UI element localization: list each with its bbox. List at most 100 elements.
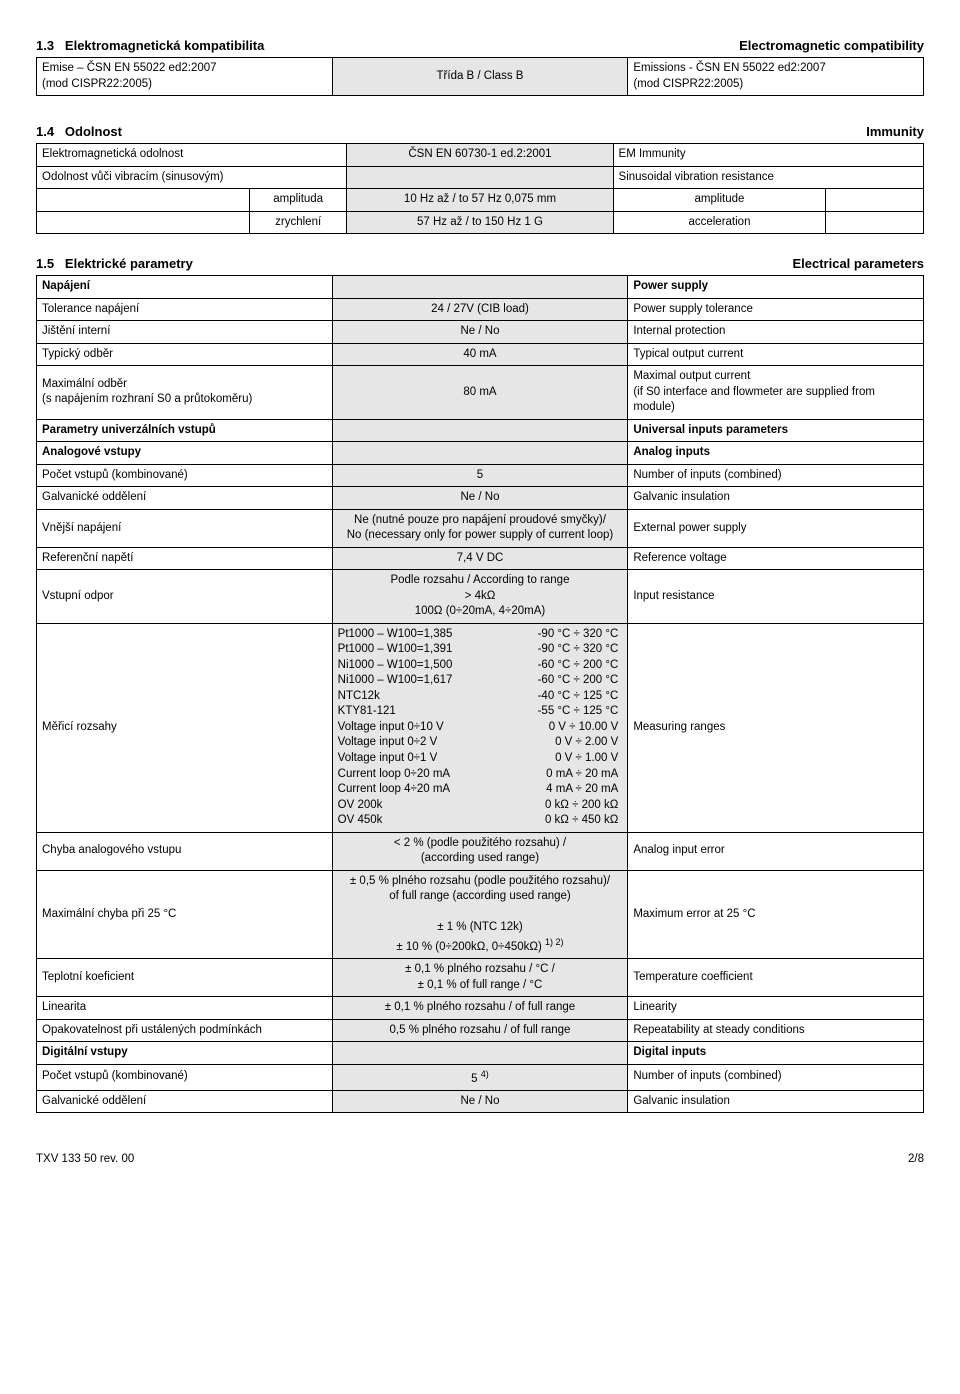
- cell-mid: Ne / No: [332, 1090, 628, 1113]
- cell-cz: Typický odběr: [37, 343, 333, 366]
- cell-cz: Opakovatelnost při ustálených podmínkách: [37, 1019, 333, 1042]
- cell-en: amplitude: [613, 189, 826, 212]
- cell-mid: 7,4 V DC: [332, 547, 628, 570]
- cell-cz: Měřicí rozsahy: [37, 623, 333, 832]
- cell-mid: [332, 276, 628, 299]
- cell-cz: Teplotní koeficient: [37, 959, 333, 997]
- cell-en: Galvanic insulation: [628, 487, 924, 510]
- cell-en: Analog input error: [628, 832, 924, 870]
- cell-cz: Linearita: [37, 997, 333, 1020]
- cell-blank: [37, 211, 250, 234]
- cell-en: Reference voltage: [628, 547, 924, 570]
- cell-cz: Digitální vstupy: [37, 1042, 333, 1065]
- cell-en: Internal protection: [628, 321, 924, 344]
- cell-mid: Podle rozsahu / According to range > 4kΩ…: [332, 570, 628, 624]
- cell-en: acceleration: [613, 211, 826, 234]
- cell-en: Sinusoidal vibration resistance: [613, 166, 923, 189]
- sec-num: 1.3: [36, 38, 54, 53]
- cell-mid: ± 0,1 % plného rozsahu / °C / ± 0,1 % of…: [332, 959, 628, 997]
- cell-cz: Vnější napájení: [37, 509, 333, 547]
- cell-cz: Galvanické oddělení: [37, 1090, 333, 1113]
- cell-en: EM Immunity: [613, 144, 923, 167]
- cell-mid: 24 / 27V (CIB load): [332, 298, 628, 321]
- cell-en: Emissions - ČSN EN 55022 ed2:2007 (mod C…: [628, 58, 924, 96]
- cell-cz: Elektromagnetická odolnost: [37, 144, 347, 167]
- cell-en: Maximal output current (if S0 interface …: [628, 366, 924, 420]
- cell-cz: Jištění interní: [37, 321, 333, 344]
- cell-cz: Parametry univerzálních vstupů: [37, 419, 333, 442]
- cell-cz: Počet vstupů (kombinované): [37, 1064, 333, 1090]
- cell-mid: [347, 166, 613, 189]
- cell-cz: zrychlení: [249, 211, 347, 234]
- sec-title-cz: Elektrické parametry: [65, 256, 193, 271]
- section-1-5-head: 1.5 Elektrické parametry Electrical para…: [36, 256, 924, 271]
- cell-mid: 40 mA: [332, 343, 628, 366]
- cell-blank: [826, 211, 924, 234]
- cell-mid: Ne / No: [332, 487, 628, 510]
- sec-num: 1.4: [36, 124, 54, 139]
- cell-cz: Analogové vstupy: [37, 442, 333, 465]
- cell-en: External power supply: [628, 509, 924, 547]
- cell-en: Analog inputs: [628, 442, 924, 465]
- cell-mid: 5 4): [332, 1064, 628, 1090]
- cell-mid: 57 Hz až / to 150 Hz 1 G: [347, 211, 613, 234]
- cell-blank: [37, 189, 250, 212]
- cell-cz: Odolnost vůči vibracím (sinusovým): [37, 166, 347, 189]
- cell-mid: 5: [332, 464, 628, 487]
- cell-cz: Maximální odběr (s napájením rozhraní S0…: [37, 366, 333, 420]
- cell-mid: [332, 1042, 628, 1065]
- cell-cz: Maximální chyba při 25 °C: [37, 870, 333, 958]
- cell-mid: Třída B / Class B: [332, 58, 628, 96]
- cell-en: Universal inputs parameters: [628, 419, 924, 442]
- cell-mid: 0,5 % plného rozsahu / of full range: [332, 1019, 628, 1042]
- cell-cz: Galvanické oddělení: [37, 487, 333, 510]
- cell-cz: Chyba analogového vstupu: [37, 832, 333, 870]
- cell-mid: Pt1000 – W100=1,385-90 °C ÷ 320 °CPt1000…: [332, 623, 628, 832]
- footer-left: TXV 133 50 rev. 00: [36, 1153, 134, 1165]
- cell-en: Measuring ranges: [628, 623, 924, 832]
- table-1-4: Elektromagnetická odolnost ČSN EN 60730-…: [36, 143, 924, 234]
- sec-title-en: Electrical parameters: [792, 256, 924, 271]
- cell-en: Number of inputs (combined): [628, 1064, 924, 1090]
- sec-title-cz: Elektromagnetická kompatibilita: [65, 38, 264, 53]
- cell-en: Temperature coefficient: [628, 959, 924, 997]
- cell-mid: [332, 442, 628, 465]
- cell-en: Digital inputs: [628, 1042, 924, 1065]
- cell-en: Power supply: [628, 276, 924, 299]
- cell-cz: Emise – ČSN EN 55022 ed2:2007 (mod CISPR…: [37, 58, 333, 96]
- cell-mid: ČSN EN 60730-1 ed.2:2001: [347, 144, 613, 167]
- cell-cz: Tolerance napájení: [37, 298, 333, 321]
- cell-mid: 10 Hz až / to 57 Hz 0,075 mm: [347, 189, 613, 212]
- cell-mid: < 2 % (podle použitého rozsahu) / (accor…: [332, 832, 628, 870]
- cell-cz: amplituda: [249, 189, 347, 212]
- cell-en: Number of inputs (combined): [628, 464, 924, 487]
- cell-mid: ± 0,5 % plného rozsahu (podle použitého …: [332, 870, 628, 958]
- sec-title-en: Electromagnetic compatibility: [739, 38, 924, 53]
- table-1-3: Emise – ČSN EN 55022 ed2:2007 (mod CISPR…: [36, 57, 924, 96]
- cell-mid: 80 mA: [332, 366, 628, 420]
- table-1-5: Napájení Power supply Tolerance napájení24…: [36, 275, 924, 1113]
- cell-blank: [826, 189, 924, 212]
- sec-title-cz: Odolnost: [65, 124, 122, 139]
- cell-en: Repeatability at steady conditions: [628, 1019, 924, 1042]
- cell-en: Power supply tolerance: [628, 298, 924, 321]
- cell-mid: Ne (nutné pouze pro napájení proudové sm…: [332, 509, 628, 547]
- page-footer: TXV 133 50 rev. 00 2/8: [36, 1153, 924, 1165]
- cell-en: Input resistance: [628, 570, 924, 624]
- section-1-4-head: 1.4 Odolnost Immunity: [36, 124, 924, 139]
- sec-title-en: Immunity: [866, 124, 924, 139]
- cell-cz: Počet vstupů (kombinované): [37, 464, 333, 487]
- section-1-3-head: 1.3 Elektromagnetická kompatibilita Elec…: [36, 38, 924, 53]
- cell-cz: Referenční napětí: [37, 547, 333, 570]
- cell-en: Maximum error at 25 °C: [628, 870, 924, 958]
- cell-mid: ± 0,1 % plného rozsahu / of full range: [332, 997, 628, 1020]
- sec-num: 1.5: [36, 256, 54, 271]
- cell-mid: Ne / No: [332, 321, 628, 344]
- cell-cz: Napájení: [37, 276, 333, 299]
- cell-en: Typical output current: [628, 343, 924, 366]
- cell-en: Galvanic insulation: [628, 1090, 924, 1113]
- footer-right: 2/8: [908, 1153, 924, 1165]
- cell-en: Linearity: [628, 997, 924, 1020]
- cell-cz: Vstupní odpor: [37, 570, 333, 624]
- cell-mid: [332, 419, 628, 442]
